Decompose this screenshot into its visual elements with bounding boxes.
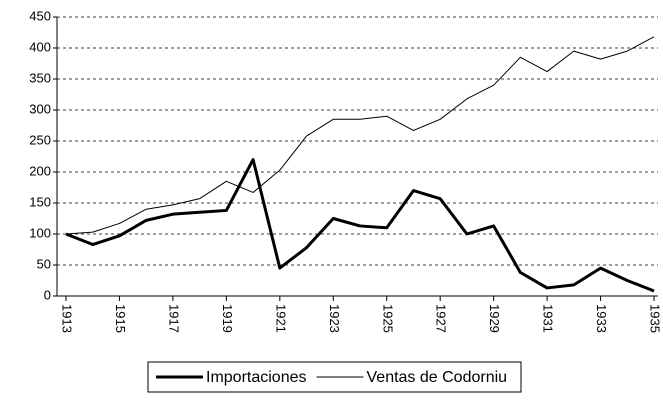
x-tick-label: 1917: [166, 304, 181, 333]
x-tick-label: 1927: [434, 304, 449, 333]
y-tick-label: 200: [29, 163, 51, 178]
x-tick-label: 1913: [60, 304, 75, 333]
legend-label: Ventas de Codorniu: [367, 369, 508, 386]
x-tick-label: 1929: [487, 304, 502, 333]
x-tick-label: 1931: [541, 304, 556, 333]
series-line: [65, 36, 655, 235]
y-tick-label: 50: [37, 256, 51, 271]
y-tick-label: 150: [29, 194, 51, 209]
y-tick-label: 450: [29, 8, 51, 23]
x-tick-label: 1915: [113, 304, 128, 333]
y-tick-label: 0: [44, 287, 51, 302]
x-tick-label: 1925: [380, 304, 395, 333]
x-tick-label: 1935: [648, 304, 663, 333]
y-tick-label: 350: [29, 70, 51, 85]
legend-label: Importaciones: [206, 369, 307, 386]
y-tick-label: 250: [29, 132, 51, 147]
x-tick-label: 1919: [220, 304, 235, 333]
x-tick-label: 1923: [327, 304, 342, 333]
x-tick-label: 1933: [594, 304, 609, 333]
y-tick-label: 400: [29, 39, 51, 54]
y-tick-label: 300: [29, 101, 51, 116]
y-tick-label: 100: [29, 225, 51, 240]
x-tick-label: 1921: [273, 304, 288, 333]
series-line: [65, 158, 655, 293]
